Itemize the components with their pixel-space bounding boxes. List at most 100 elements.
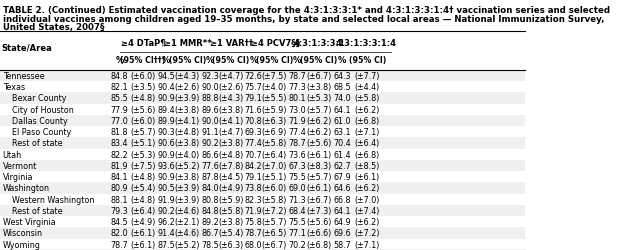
Text: (±7.4): (±7.4) bbox=[355, 206, 380, 215]
Text: (±6.7): (±6.7) bbox=[306, 195, 332, 204]
Text: (±5.6): (±5.6) bbox=[306, 139, 332, 148]
Text: (±7.5): (±7.5) bbox=[130, 161, 155, 170]
Text: Wyoming: Wyoming bbox=[3, 240, 40, 249]
Text: 80.8: 80.8 bbox=[201, 195, 219, 204]
FancyBboxPatch shape bbox=[0, 93, 525, 104]
Text: 62.7: 62.7 bbox=[334, 161, 351, 170]
Text: 90.5: 90.5 bbox=[157, 184, 175, 193]
Text: %: % bbox=[162, 56, 171, 65]
Text: (±6.2): (±6.2) bbox=[355, 217, 380, 226]
Text: 61.0: 61.0 bbox=[334, 116, 351, 126]
Text: (±6.8): (±6.8) bbox=[355, 116, 380, 126]
Text: 89.4: 89.4 bbox=[158, 105, 175, 114]
Text: (±4.8): (±4.8) bbox=[130, 94, 155, 103]
Text: City of Houston: City of Houston bbox=[12, 105, 74, 114]
Text: ≥4 PCV7§§: ≥4 PCV7§§ bbox=[250, 39, 300, 48]
Text: 78.7: 78.7 bbox=[111, 240, 128, 249]
Text: (±5.7): (±5.7) bbox=[306, 105, 332, 114]
Text: (±5.6): (±5.6) bbox=[306, 217, 332, 226]
Text: 90.2: 90.2 bbox=[157, 206, 175, 215]
Text: (±5.3): (±5.3) bbox=[130, 150, 155, 159]
Text: (±4.1): (±4.1) bbox=[219, 116, 243, 126]
Text: (±6.1): (±6.1) bbox=[130, 240, 155, 249]
Text: (±6.6): (±6.6) bbox=[307, 228, 332, 237]
Text: (±3.8): (±3.8) bbox=[174, 139, 200, 148]
Text: State/Area: State/Area bbox=[1, 43, 52, 52]
Text: (±6.9): (±6.9) bbox=[262, 128, 287, 136]
Text: 70.7: 70.7 bbox=[245, 150, 263, 159]
Text: West Virginia: West Virginia bbox=[3, 217, 55, 226]
Text: (±4.7): (±4.7) bbox=[218, 72, 243, 80]
Text: 84.2: 84.2 bbox=[245, 161, 262, 170]
Text: (±6.4): (±6.4) bbox=[355, 139, 380, 148]
Text: 71.3: 71.3 bbox=[288, 195, 306, 204]
FancyBboxPatch shape bbox=[0, 228, 525, 239]
Text: (±5.1): (±5.1) bbox=[262, 172, 287, 182]
Text: (±6.8): (±6.8) bbox=[307, 240, 332, 249]
Text: (±4.8): (±4.8) bbox=[130, 195, 155, 204]
Text: 82.2: 82.2 bbox=[111, 150, 128, 159]
Text: 90.4: 90.4 bbox=[158, 83, 175, 92]
Text: 77.9: 77.9 bbox=[111, 105, 128, 114]
Text: 69.3: 69.3 bbox=[245, 128, 262, 136]
Text: (±6.3): (±6.3) bbox=[262, 116, 287, 126]
Text: (±4.8): (±4.8) bbox=[130, 172, 155, 182]
Text: (±5.8): (±5.8) bbox=[355, 94, 380, 103]
Text: 58.7: 58.7 bbox=[334, 240, 351, 249]
Text: 64.3: 64.3 bbox=[334, 72, 351, 80]
Text: ≥1 VAR††: ≥1 VAR†† bbox=[210, 39, 253, 48]
Text: (±4.4): (±4.4) bbox=[355, 83, 380, 92]
Text: 84.1: 84.1 bbox=[111, 172, 128, 182]
Text: (±3.5): (±3.5) bbox=[130, 83, 155, 92]
Text: 89.2: 89.2 bbox=[201, 217, 219, 226]
Text: (±4.8): (±4.8) bbox=[219, 150, 243, 159]
Text: 64.1: 64.1 bbox=[334, 105, 351, 114]
Text: 75.7: 75.7 bbox=[245, 83, 263, 92]
Text: (±3.9): (±3.9) bbox=[174, 195, 200, 204]
Text: (±4.6): (±4.6) bbox=[174, 206, 200, 215]
Text: (±4.9): (±4.9) bbox=[218, 184, 243, 193]
Text: 90.9: 90.9 bbox=[157, 150, 175, 159]
Text: (±4.1): (±4.1) bbox=[174, 116, 200, 126]
Text: (±7.0): (±7.0) bbox=[355, 195, 380, 204]
Text: 75.5: 75.5 bbox=[288, 172, 306, 182]
Text: 80.1: 80.1 bbox=[288, 94, 305, 103]
Text: 78.5: 78.5 bbox=[201, 240, 219, 249]
Text: 91.9: 91.9 bbox=[157, 195, 175, 204]
Text: (±4.0): (±4.0) bbox=[174, 150, 200, 159]
Text: 86.7: 86.7 bbox=[201, 228, 219, 237]
Text: (95% CI): (95% CI) bbox=[169, 56, 206, 65]
Text: 87.5: 87.5 bbox=[157, 240, 175, 249]
Text: (±7.3): (±7.3) bbox=[306, 206, 332, 215]
FancyBboxPatch shape bbox=[0, 182, 525, 194]
Text: (±6.0): (±6.0) bbox=[262, 184, 287, 193]
Text: 84.5: 84.5 bbox=[111, 217, 128, 226]
Text: (±3.8): (±3.8) bbox=[174, 172, 200, 182]
Text: 77.6: 77.6 bbox=[201, 161, 219, 170]
Text: (±3.9): (±3.9) bbox=[174, 184, 200, 193]
Text: 85.5: 85.5 bbox=[111, 94, 128, 103]
Text: 64.1: 64.1 bbox=[334, 206, 351, 215]
Text: 89.6: 89.6 bbox=[201, 105, 219, 114]
Text: ≥4 DTaP¶: ≥4 DTaP¶ bbox=[121, 39, 166, 48]
Text: 68.0: 68.0 bbox=[245, 240, 262, 249]
Text: (±5.8): (±5.8) bbox=[218, 206, 243, 215]
Text: 94.5: 94.5 bbox=[157, 72, 175, 80]
Text: 68.4: 68.4 bbox=[288, 206, 305, 215]
Text: (±7.1): (±7.1) bbox=[355, 128, 380, 136]
Text: (95% CI): (95% CI) bbox=[300, 56, 337, 65]
Text: (±6.0): (±6.0) bbox=[130, 72, 155, 80]
Text: (95% CI): (95% CI) bbox=[256, 56, 293, 65]
Text: (±3.8): (±3.8) bbox=[219, 217, 243, 226]
Text: 73.8: 73.8 bbox=[245, 184, 262, 193]
Text: 82.3: 82.3 bbox=[245, 195, 262, 204]
Text: 61.4: 61.4 bbox=[334, 150, 351, 159]
Text: (±6.4): (±6.4) bbox=[130, 206, 155, 215]
Text: (±7.2): (±7.2) bbox=[262, 206, 287, 215]
Text: (±5.5): (±5.5) bbox=[262, 94, 287, 103]
Text: 79.1: 79.1 bbox=[245, 94, 263, 103]
Text: Virginia: Virginia bbox=[3, 172, 33, 182]
Text: (±4.5): (±4.5) bbox=[218, 172, 243, 182]
Text: (±4.8): (±4.8) bbox=[174, 128, 200, 136]
Text: 91.4: 91.4 bbox=[158, 228, 175, 237]
